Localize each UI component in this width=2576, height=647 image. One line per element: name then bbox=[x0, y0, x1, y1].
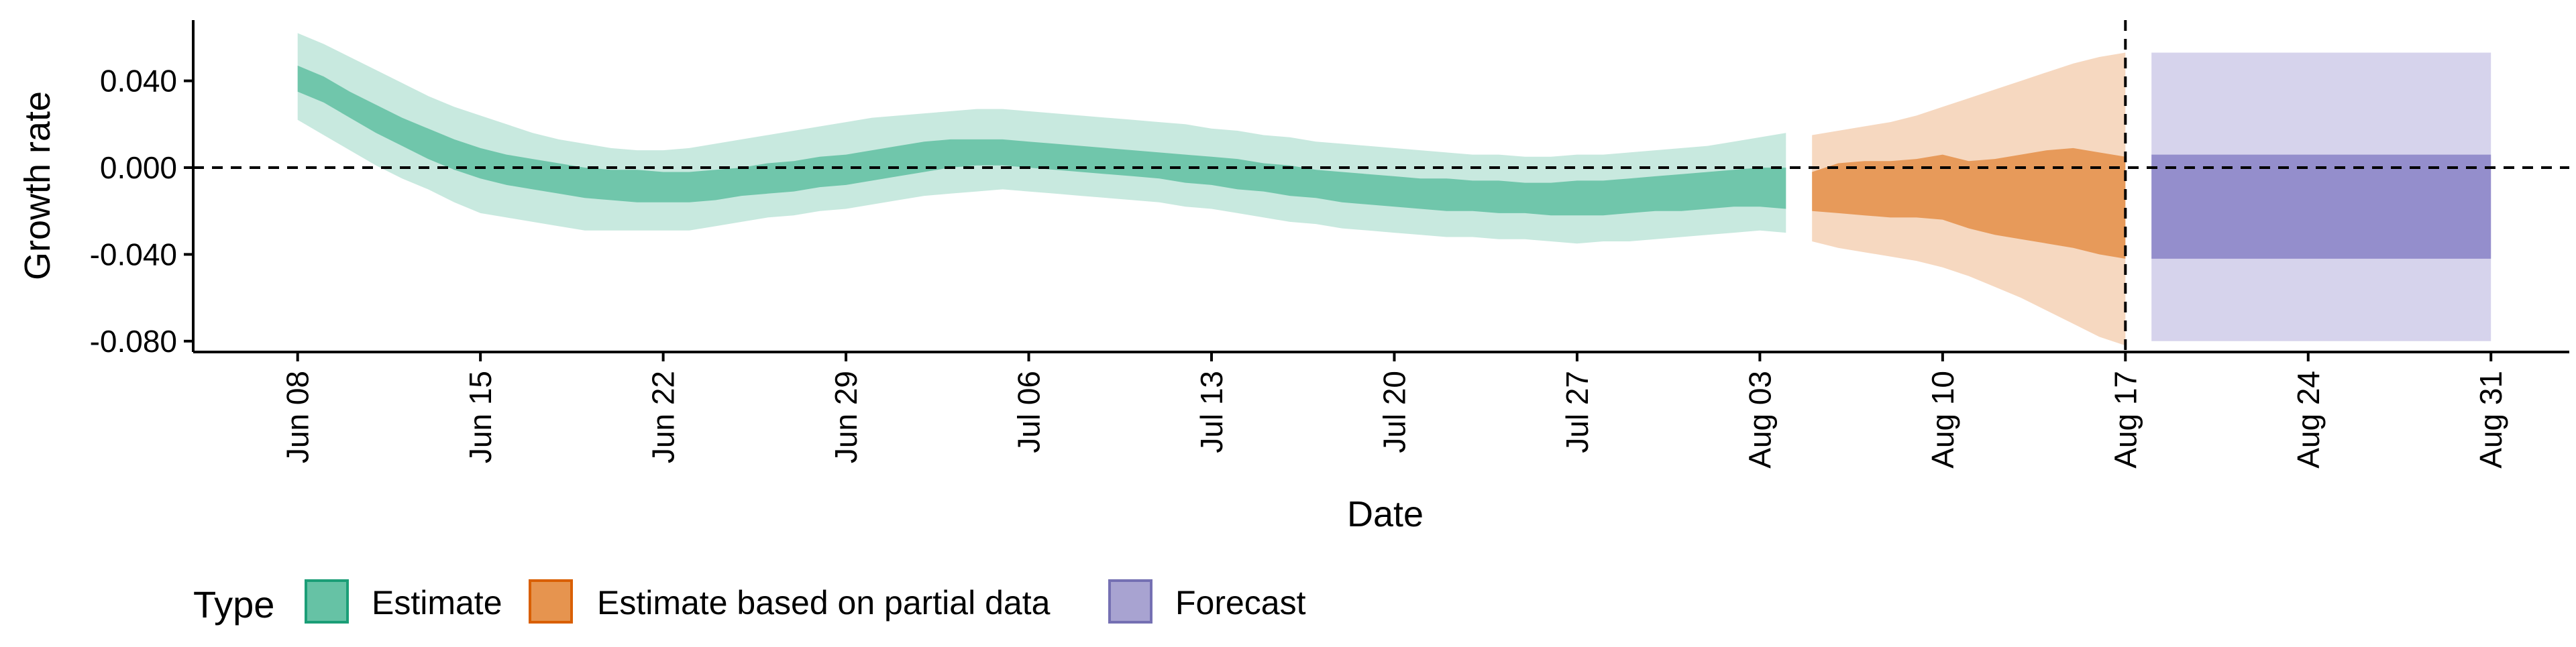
y-tick-label: 0.040 bbox=[100, 64, 177, 99]
legend-label: Estimate bbox=[372, 584, 502, 622]
legend-swatch bbox=[1108, 579, 1152, 624]
legend-label: Estimate based on partial data bbox=[597, 584, 1051, 622]
y-tick-label: 0.000 bbox=[100, 150, 177, 185]
x-tick-label: Jul 06 bbox=[1012, 371, 1046, 453]
x-tick-label: Jun 08 bbox=[280, 371, 315, 463]
reference-lines bbox=[193, 20, 2569, 352]
x-tick-label: Jun 22 bbox=[646, 371, 681, 463]
x-tick-label: Aug 24 bbox=[2291, 371, 2326, 469]
x-tick-label: Aug 10 bbox=[1925, 371, 1960, 469]
y-axis-title: Growth rate bbox=[17, 91, 58, 280]
x-axis-title: Date bbox=[1347, 494, 1424, 534]
x-tick-label: Jul 13 bbox=[1194, 371, 1229, 453]
x-tick-label: Jul 27 bbox=[1560, 371, 1595, 453]
legend-swatch bbox=[305, 579, 349, 624]
band-50-estimate-based-on-partial-data bbox=[1812, 148, 2126, 259]
band-50-forecast bbox=[2151, 154, 2491, 259]
x-tick-label: Jun 29 bbox=[828, 371, 863, 463]
legend-title: Type bbox=[193, 583, 274, 626]
axes: -0.080 -0.040 0.000 0.040 Jun 08 Jun 15 Jun 22… bbox=[90, 20, 2569, 469]
x-tick-label: Jul 20 bbox=[1377, 371, 1412, 453]
band-50-estimate bbox=[297, 65, 1786, 216]
y-tick-label: -0.040 bbox=[90, 237, 177, 272]
x-tick-label: Aug 31 bbox=[2473, 371, 2508, 469]
legend-label: Forecast bbox=[1175, 584, 1306, 622]
x-tick-label: Jun 15 bbox=[463, 371, 498, 463]
x-tick-label: Aug 17 bbox=[2108, 371, 2143, 469]
y-tick-label: -0.080 bbox=[90, 324, 177, 359]
legend-swatch bbox=[529, 579, 573, 624]
legend: Type Estimate Estimate based on partial d… bbox=[193, 579, 1306, 626]
axis-titles: Date Growth rate bbox=[17, 91, 1424, 534]
x-tick-label: Aug 03 bbox=[1742, 371, 1777, 469]
uncertainty-bands bbox=[297, 33, 2491, 346]
